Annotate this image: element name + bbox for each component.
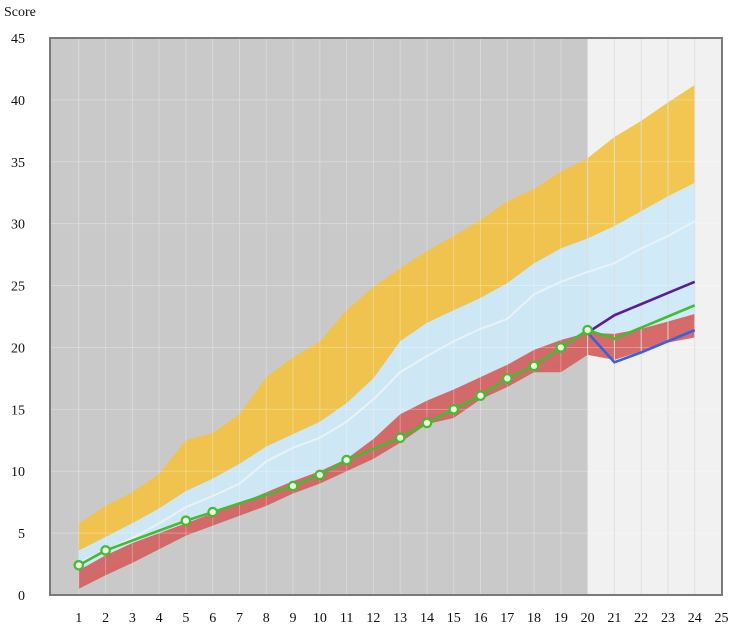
x-tick-label: 4 [156,611,163,625]
data-point [100,545,111,556]
x-tick-label: 13 [393,611,407,625]
x-tick-label: 24 [688,611,702,625]
data-point [475,390,486,402]
y-axis: 0 5 10 15 20 25 30 35 40 45 [11,32,25,604]
band-1 [78,85,695,551]
x-axis: 1 2 3 4 5 6 7 8 9 10 11 12 13 14 15 16 17 18 19 20 21 22 23 24 2… [75,611,728,625]
series-line-3 [586,328,696,364]
data-point [421,417,433,429]
data-point [180,515,192,527]
data-point [582,324,593,336]
y-tick-label: 35 [11,156,25,171]
x-tick-label: 5 [182,611,189,625]
band-3 [78,314,695,589]
y-tick-label: 5 [18,527,25,542]
grid-layer [50,38,723,595]
y-tick-label: 10 [11,465,25,480]
series-line-1 [78,220,696,564]
data-point [555,342,567,353]
data-point [448,404,460,415]
y-tick-label: 15 [11,403,25,418]
data-point [73,559,85,571]
y-tick-label: 30 [11,218,25,233]
x-tick-label: 6 [209,611,216,625]
y-tick-label: 25 [11,280,25,295]
data-point [341,454,352,466]
series-line-2 [586,280,696,334]
x-tick-label: 14 [420,611,434,625]
markers-layer [73,324,593,571]
data-point [207,506,218,518]
bands-layer [78,85,695,589]
x-tick-label: 25 [715,611,729,625]
data-point [287,480,299,492]
x-tick-label: 8 [263,611,270,625]
x-tick-label: 20 [581,611,595,625]
x-tick-label: 3 [129,611,136,625]
y-tick-label: 40 [11,94,25,109]
x-tick-label: 9 [290,611,297,625]
x-tick-label: 2 [102,611,109,625]
y-tick-label: 45 [11,32,25,47]
y-tick-label: 20 [11,341,25,356]
data-point [394,432,406,444]
x-tick-label: 21 [607,611,621,625]
x-tick-label: 23 [661,611,675,625]
x-tick-label: 7 [236,611,243,625]
plot-frame [49,37,723,596]
x-tick-label: 11 [340,611,353,625]
x-tick-label: 16 [474,611,488,625]
band-2 [78,182,695,586]
data-point [528,360,540,372]
data-point [501,373,513,384]
data-point [314,469,326,481]
x-tick-label: 15 [447,611,461,625]
x-tick-label: 18 [527,611,541,625]
x-tick-label: 22 [634,611,648,625]
x-tick-label: 12 [366,611,380,625]
y-axis-label: Score [4,5,36,20]
x-tick-label: 19 [554,611,568,625]
x-tick-label: 10 [313,611,327,625]
y-tick-label: 0 [18,589,25,604]
x-tick-label: 17 [500,611,514,625]
x-tick-label: 1 [75,611,82,625]
plot-border [49,37,723,596]
